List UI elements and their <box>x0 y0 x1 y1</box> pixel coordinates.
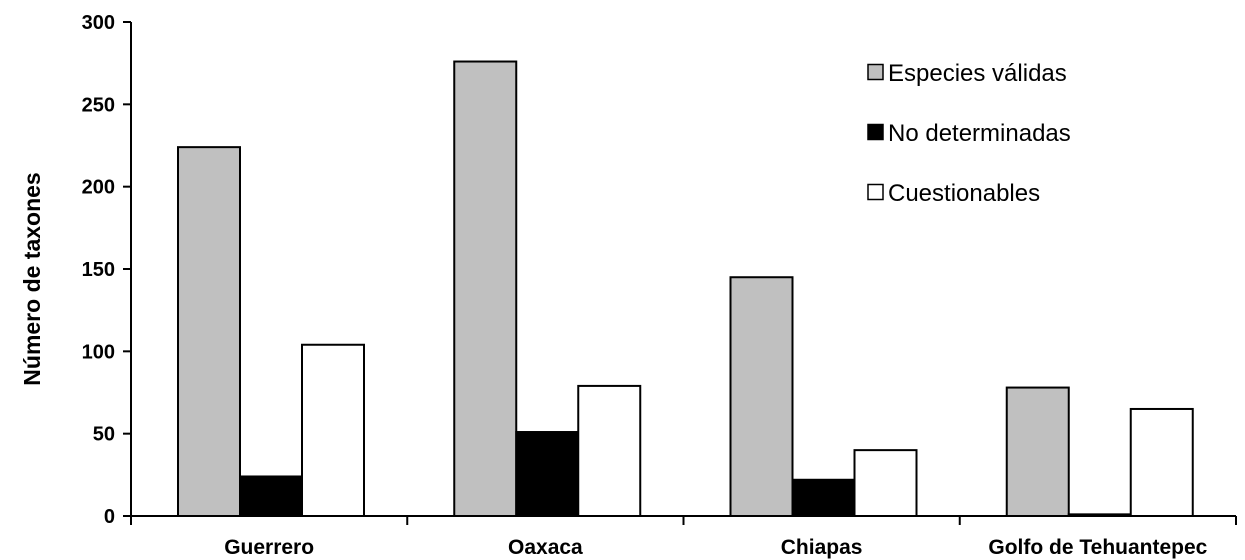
y-ticks: 0 50 100 150 200 250 300 <box>82 12 131 528</box>
y-tick-label: 300 <box>82 12 115 34</box>
y-tick-label: 50 <box>93 424 115 446</box>
y-tick-label: 250 <box>82 94 115 116</box>
y-tick-label: 0 <box>104 506 115 528</box>
bar <box>729 276 794 517</box>
y-tick-label: 200 <box>82 177 115 199</box>
y-axis-title: Número de taxones <box>19 172 45 385</box>
legend-swatch <box>867 183 884 201</box>
bar <box>239 475 303 518</box>
x-ticks <box>130 516 1237 525</box>
category-label: Oaxaca <box>508 536 583 559</box>
bar <box>301 343 365 517</box>
bar <box>177 146 241 517</box>
legend-label: Especies válidas <box>888 60 1067 87</box>
legend-label: No determinadas <box>888 120 1071 147</box>
category-labels: Guerrero Oaxaca Chiapas Golfo de Tehuantepe… <box>224 536 1207 559</box>
category-label: Golfo de Tehuantepec <box>988 536 1207 559</box>
bar <box>515 431 580 517</box>
legend: Especies válidas No determinadas Cuestiona… <box>867 60 1071 207</box>
bar <box>791 478 856 518</box>
bar <box>577 384 642 517</box>
bar <box>1129 407 1194 518</box>
bar <box>853 449 918 517</box>
bars-layer <box>177 60 1194 518</box>
legend-swatch <box>867 63 884 81</box>
legend-label: Cuestionables <box>888 180 1040 207</box>
y-tick-label: 100 <box>82 341 115 363</box>
bar <box>453 60 518 518</box>
axes-layer <box>130 22 1236 517</box>
category-label: Chiapas <box>781 536 863 559</box>
legend-swatch <box>867 123 884 141</box>
category-label: Guerrero <box>224 536 314 559</box>
bar <box>1005 386 1070 517</box>
y-tick-label: 150 <box>82 259 115 281</box>
